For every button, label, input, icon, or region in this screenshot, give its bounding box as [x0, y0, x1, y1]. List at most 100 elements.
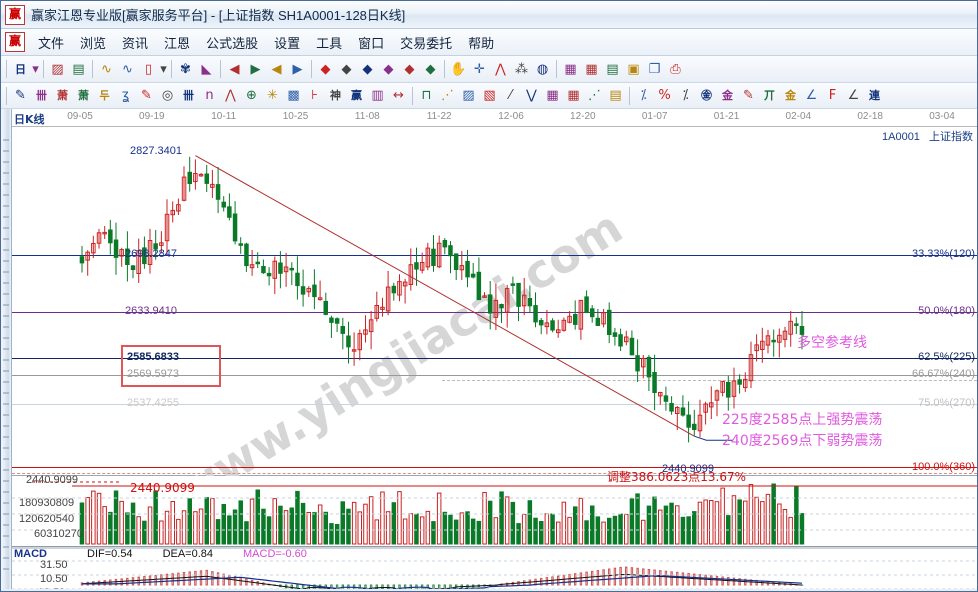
gann-tool-icon[interactable]: ✾: [175, 59, 196, 79]
diamond-double-icon[interactable]: ◆: [378, 59, 399, 79]
fan-tool-icon[interactable]: ⁂: [511, 59, 532, 79]
gold-line-icon[interactable]: 金: [717, 86, 738, 106]
grid-dark-icon[interactable]: ▦: [563, 86, 584, 106]
save-icon[interactable]: ▣: [623, 59, 644, 79]
calendar-icon[interactable]: ▦: [560, 59, 581, 79]
prev-icon[interactable]: ◀: [266, 59, 287, 79]
quote-mark-icon[interactable]: ⊦: [304, 86, 325, 106]
period-dropdown-caret[interactable]: ▾: [31, 59, 40, 79]
pen-measure-icon[interactable]: ✎: [738, 86, 759, 106]
hand-pan-icon[interactable]: ✋: [448, 59, 469, 79]
box-red-icon-glyph: ▨: [462, 88, 475, 103]
menu-item-window[interactable]: 窗口: [358, 35, 385, 51]
menu-item-help[interactable]: 帮助: [468, 35, 495, 51]
crosshair-icon[interactable]: ✛: [469, 59, 490, 79]
f-line-icon[interactable]: F: [822, 86, 843, 106]
ladder-icon[interactable]: ▥: [367, 86, 388, 106]
channel-icon[interactable]: ⋰: [584, 86, 605, 106]
starburst-icon[interactable]: ✳: [262, 86, 283, 106]
menu-item-formula-stock-pick[interactable]: 公式选股: [206, 35, 259, 51]
trend-line-icon[interactable]: ⁄: [500, 86, 521, 106]
circle-cycle-icon[interactable]: ◎: [157, 86, 178, 106]
minute-chart-3-icon[interactable]: ∿: [96, 59, 117, 79]
menu-item-browse[interactable]: 浏览: [80, 35, 107, 51]
percent-red-icon[interactable]: ⁒: [633, 86, 654, 106]
menu-item-settings[interactable]: 设置: [274, 35, 301, 51]
percent-line2-icon[interactable]: ⁒: [675, 86, 696, 106]
square-n2-icon[interactable]: ո: [199, 86, 220, 106]
minute-chart-9-icon[interactable]: ∿: [117, 59, 138, 79]
chart-left-gutter-scrollbar[interactable]: [2, 109, 12, 591]
angle-tool-icon[interactable]: ⋀: [220, 86, 241, 106]
menu-item-tools[interactable]: 工具: [316, 35, 343, 51]
brain-analysis-icon[interactable]: ◍: [532, 59, 553, 79]
lian-tool-icon[interactable]: 連: [864, 86, 885, 106]
volume-axis-label-3: 60310270: [34, 528, 83, 540]
document-icon[interactable]: ▤: [602, 59, 623, 79]
gann-grid-icon[interactable]: 卌: [31, 86, 52, 106]
diamond-right-icon[interactable]: ◆: [336, 59, 357, 79]
macd-pane[interactable]: MACD DIF=0.54 DEA=0.84 MACD=-0.60 31.50 …: [12, 547, 977, 591]
price-label-2537: 2537.4255: [127, 397, 179, 409]
gann-gold-icon[interactable]: 萧: [52, 86, 73, 106]
diamond-star-icon[interactable]: ◆: [399, 59, 420, 79]
gold-circle-icon[interactable]: ㊎: [696, 86, 717, 106]
ying-tool-icon[interactable]: 赢: [346, 86, 367, 106]
period-dropdown-caret-glyph: ▾: [32, 61, 39, 77]
menu-logo-icon[interactable]: 赢: [5, 32, 25, 52]
gutter-tick: [3, 238, 9, 240]
date-tick-10-11: 10-11: [211, 111, 237, 122]
zigzag-icon[interactable]: ⋁: [521, 86, 542, 106]
last-page-icon[interactable]: ▶: [245, 59, 266, 79]
target-circle-icon[interactable]: ⊕: [241, 86, 262, 106]
pen-arrow-icon[interactable]: ✎: [136, 86, 157, 106]
diamond-cross-icon[interactable]: ◆: [420, 59, 441, 79]
span-arrow-icon-glyph: ↔: [393, 88, 404, 103]
vertical-bar-caret[interactable]: ▾: [159, 59, 168, 79]
calculator-icon[interactable]: ▦: [581, 59, 602, 79]
annotation-reference-line: 多空参考线: [797, 335, 867, 351]
fan-red-icon[interactable]: ⋰: [437, 86, 458, 106]
menu-item-trade[interactable]: 交易委托: [400, 35, 453, 51]
angle-red-icon[interactable]: ∠: [801, 86, 822, 106]
color-spectrum-icon[interactable]: ◣: [196, 59, 217, 79]
gann-gold2-icon[interactable]: 萧: [73, 86, 94, 106]
gold-box-icon[interactable]: 金: [780, 86, 801, 106]
percent-line-icon[interactable]: 두: [94, 86, 115, 106]
grid-lines-icon[interactable]: 卌: [178, 86, 199, 106]
menu-item-file[interactable]: 文件: [38, 35, 65, 51]
pen-tool-icon[interactable]: ✎: [10, 86, 31, 106]
pen-arrow-icon-glyph: ✎: [141, 88, 152, 103]
volume-axis-label-1: 180930809: [19, 497, 75, 509]
grid-red-icon[interactable]: ▦: [542, 86, 563, 106]
chart-canvas[interactable]: 日K线 09-05 09-19 10-11 10-25 11-08 11-22 12-06 1…: [12, 109, 977, 591]
shen-tool-icon[interactable]: 神: [325, 86, 346, 106]
span-arrow-icon[interactable]: ↔: [388, 86, 409, 106]
diamond-plus-icon[interactable]: ◆: [357, 59, 378, 79]
menu-item-news[interactable]: 资讯: [122, 35, 149, 51]
table-tool-icon[interactable]: ⊓: [416, 86, 437, 106]
period-day-button[interactable]: 日: [10, 59, 31, 79]
percent-sign-icon[interactable]: %: [654, 86, 675, 106]
vertical-bar-icon[interactable]: ▯: [138, 59, 159, 79]
draw-line-icon[interactable]: ⋀: [490, 59, 511, 79]
first-page-icon-glyph: ◀: [229, 61, 240, 77]
red-box-tool-icon[interactable]: 丌: [759, 86, 780, 106]
price-pane[interactable]: 1A0001 上证指数 www.yingjiacai.com QQ:100800…: [12, 127, 977, 591]
toolbar-separator: [171, 60, 172, 78]
box-red-icon[interactable]: ▨: [458, 86, 479, 106]
box-grid-icon[interactable]: ▩: [283, 86, 304, 106]
ladder2-icon[interactable]: ▤: [605, 86, 626, 106]
market-overview-icon[interactable]: ▨: [47, 59, 68, 79]
first-page-icon[interactable]: ◀: [224, 59, 245, 79]
diamond-left-icon[interactable]: ◆: [315, 59, 336, 79]
next-icon[interactable]: ▶: [287, 59, 308, 79]
report-list-icon[interactable]: ▤: [68, 59, 89, 79]
gold-angle-icon[interactable]: ∠: [843, 86, 864, 106]
copy-icon[interactable]: ❐: [644, 59, 665, 79]
menu-item-gann[interactable]: 江恩: [164, 35, 191, 51]
volume-pane[interactable]: 2440.9099 180930809 120620540 60310270 2…: [12, 470, 977, 547]
box-gray-icon[interactable]: ▧: [479, 86, 500, 106]
spiral-icon[interactable]: ʓ: [115, 86, 136, 106]
print-icon[interactable]: ⎙: [665, 59, 686, 79]
